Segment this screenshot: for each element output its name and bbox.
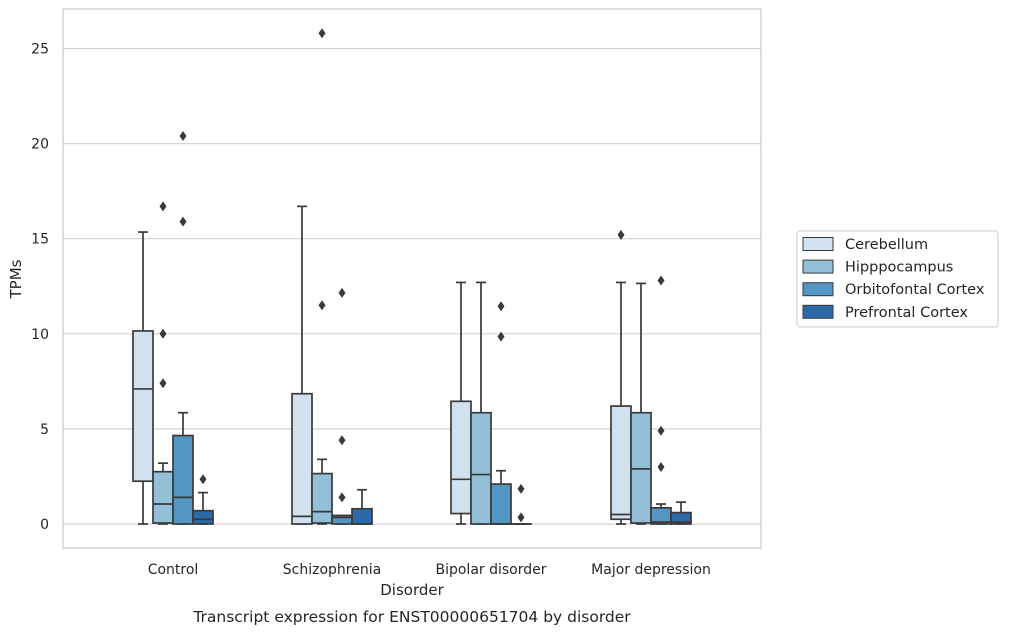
outlier-point: [179, 130, 187, 141]
x-tick-label: Bipolar disorder: [435, 562, 546, 578]
outlier-point: [617, 229, 625, 240]
box-body: [311, 472, 333, 524]
outlier-point: [497, 331, 505, 342]
legend-label: Hipppocampus: [845, 260, 953, 276]
legend: Cerebellum Hipppocampus Orbitofontal Corte…: [796, 230, 999, 328]
y-tick-label: 0: [40, 517, 49, 533]
y-tick-labels: 0 5 10 15 20 25: [31, 42, 49, 534]
box-2-3: [510, 483, 532, 525]
box-body: [450, 400, 472, 515]
box-1-1: [311, 28, 333, 525]
y-tick-label: 15: [31, 232, 49, 248]
outlier-point: [657, 461, 665, 472]
box-body: [630, 411, 652, 524]
outlier-point: [318, 28, 326, 39]
box-body: [172, 434, 194, 525]
box-body: [351, 507, 373, 525]
x-tick-label: Control: [148, 562, 199, 578]
x-tick-label: Schizophrenia: [283, 562, 381, 578]
outlier-point: [159, 201, 167, 212]
y-tick-label: 5: [40, 422, 49, 438]
box-2-1: [470, 281, 492, 525]
outlier-point: [159, 378, 167, 389]
y-axis-label: TPMs: [7, 259, 25, 299]
box-body: [470, 411, 492, 525]
y-tick-label: 10: [31, 327, 49, 343]
outlier-point: [338, 492, 346, 503]
legend-label: Prefrontal Cortex: [845, 305, 968, 321]
outlier-point: [338, 435, 346, 446]
box-groups: [132, 28, 692, 525]
plot-background: [63, 9, 761, 548]
outlier-point: [517, 512, 525, 523]
legend-swatch: [802, 304, 834, 319]
legend-swatch: [802, 237, 834, 251]
box-body: [192, 509, 214, 525]
plot-frame: [62, 8, 762, 549]
outlier-point: [657, 425, 665, 436]
box-0-3: [192, 474, 214, 525]
box-2-2: [490, 301, 512, 525]
box-body: [670, 511, 692, 525]
box-0-0: [132, 231, 154, 525]
box-body: [291, 392, 313, 525]
box-1-0: [291, 205, 313, 525]
box-body: [152, 470, 174, 524]
y-tick-label: 25: [31, 42, 49, 58]
outlier-point: [338, 287, 346, 298]
box-2-0: [450, 281, 472, 525]
x-axis-label: Disorder: [380, 581, 444, 599]
outlier-point: [657, 275, 665, 286]
legend-label: Cerebellum: [845, 237, 928, 253]
box-3-1: [630, 282, 652, 525]
figure-caption: Transcript expression for ENST0000065170…: [192, 608, 631, 626]
y-tick-label: 20: [31, 137, 49, 153]
outlier-point: [199, 474, 207, 485]
outlier-point: [497, 301, 505, 312]
box-body: [490, 483, 512, 525]
legend-swatch: [802, 259, 834, 274]
x-tick-label: Major depression: [591, 562, 711, 578]
outlier-point: [159, 328, 167, 339]
box-body: [132, 330, 154, 483]
outlier-point: [179, 216, 187, 227]
box-1-2: [331, 287, 353, 525]
legend-frame: [796, 230, 999, 328]
legend-swatch: [802, 282, 834, 297]
outlier-point: [318, 300, 326, 311]
legend-label: Orbitofontal Cortex: [845, 282, 985, 298]
x-tick-labels: Control Schizophrenia Bipolar disorder Majo…: [148, 562, 711, 578]
box-0-2: [172, 130, 194, 525]
box-1-3: [351, 488, 373, 525]
box-body: [610, 405, 632, 521]
outlier-point: [517, 483, 525, 494]
box-3-3: [670, 501, 692, 525]
box-3-0: [610, 229, 632, 525]
